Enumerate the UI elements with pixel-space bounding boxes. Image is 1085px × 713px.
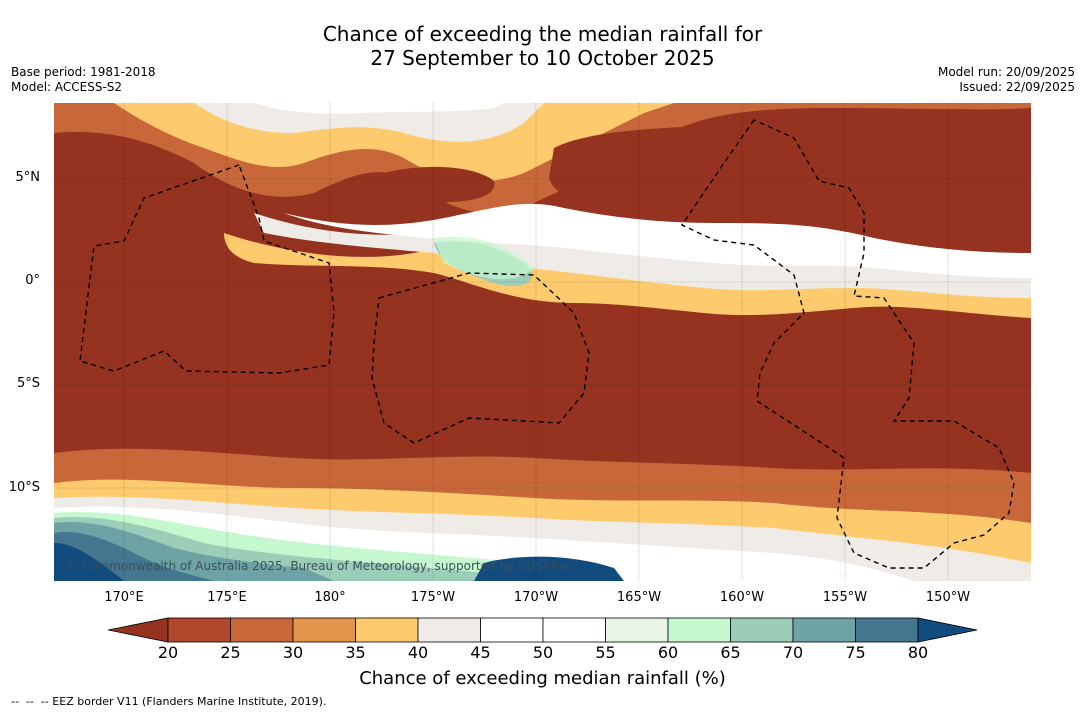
meta-right: Model run: 20/09/2025 Issued: 22/09/2025 xyxy=(938,65,1075,95)
colorbar-tick-label: 55 xyxy=(595,643,616,662)
colorbar-segment xyxy=(417,617,481,643)
colorbar-segment xyxy=(605,617,669,643)
colorbar-title: Chance of exceeding median rainfall (%) xyxy=(359,668,726,689)
lon-label: 150°W xyxy=(925,590,971,605)
eez-borders xyxy=(79,119,1015,569)
colorbar-tick-label: 65 xyxy=(720,643,741,662)
colorbar-extend-high xyxy=(917,617,978,643)
band-over-80-south xyxy=(54,543,124,581)
lon-label: 165°W xyxy=(616,590,662,605)
colorbar-segment xyxy=(730,617,794,643)
colorbar-tick-label: 70 xyxy=(782,643,804,662)
colorbar-segment xyxy=(167,617,231,643)
title-line-2: 27 September to 10 October 2025 xyxy=(370,46,715,70)
lat-label: 0° xyxy=(25,273,40,288)
lon-label: 160°W xyxy=(719,590,765,605)
band-45-north xyxy=(194,103,544,142)
colorbar-tick-label: 25 xyxy=(220,643,241,662)
model-run: Model run: 20/09/2025 xyxy=(937,65,1075,79)
meta-left: Base period: 1981-2018 Model: ACCESS-S2 xyxy=(11,65,156,95)
base-period: Base period: 1981-2018 xyxy=(11,65,156,79)
lat-label: 5°S xyxy=(16,376,40,391)
colorbar-segment xyxy=(355,617,419,643)
rainfall-map: © Commonwealth of Australia 2025, Bureau… xyxy=(54,103,1031,581)
colorbar-tick-label: 20 xyxy=(157,643,179,662)
colorbar-segment xyxy=(855,617,919,643)
copyright-text: © Commonwealth of Australia 2025, Bureau… xyxy=(66,559,571,573)
band-50-north xyxy=(254,103,504,114)
colorbar-tick-label: 75 xyxy=(845,643,866,662)
band-50-equator xyxy=(284,203,1031,278)
colorbar-segment xyxy=(542,617,606,643)
colorbar-tick-label: 35 xyxy=(345,643,366,662)
lat-label: 5°N xyxy=(15,170,41,185)
lon-label: 155°W xyxy=(822,590,868,605)
lon-label: 175°W xyxy=(410,590,456,605)
lon-label: 170°W xyxy=(513,590,559,605)
colorbar xyxy=(108,617,978,643)
title-line-1: Chance of exceeding the median rainfall … xyxy=(322,22,763,46)
colorbar-tick-label: 40 xyxy=(407,643,429,662)
graticule xyxy=(54,103,1031,581)
lon-label: 170°E xyxy=(104,590,144,605)
dry-core-n xyxy=(383,166,495,203)
lat-label: 10°S xyxy=(8,480,40,495)
wet-patch-south-blue xyxy=(474,556,624,581)
colorbar-tick-label: 50 xyxy=(532,643,554,662)
colorbar-segment xyxy=(292,617,356,643)
lon-label: 175°E xyxy=(207,590,247,605)
lon-label: 180° xyxy=(314,590,346,605)
colorbar-segment xyxy=(792,617,856,643)
colorbar-tick-label: 80 xyxy=(907,643,929,662)
colorbar-tick-label: 60 xyxy=(657,643,679,662)
wet-patch-equator-outer xyxy=(434,236,534,280)
colorbar-tick-label: 30 xyxy=(282,643,304,662)
colorbar-segment xyxy=(480,617,544,643)
colorbar-segment xyxy=(230,617,294,643)
colorbar-segment xyxy=(667,617,731,643)
eez-legend: -- -- -- EEZ border V11 (Flanders Marine… xyxy=(11,695,327,708)
colorbar-tick-label: 45 xyxy=(470,643,491,662)
dry-core-ne xyxy=(549,120,1031,217)
issued-date: Issued: 22/09/2025 xyxy=(959,80,1075,94)
colorbar-extend-low xyxy=(108,617,169,643)
model-name: Model: ACCESS-S2 xyxy=(11,80,123,94)
